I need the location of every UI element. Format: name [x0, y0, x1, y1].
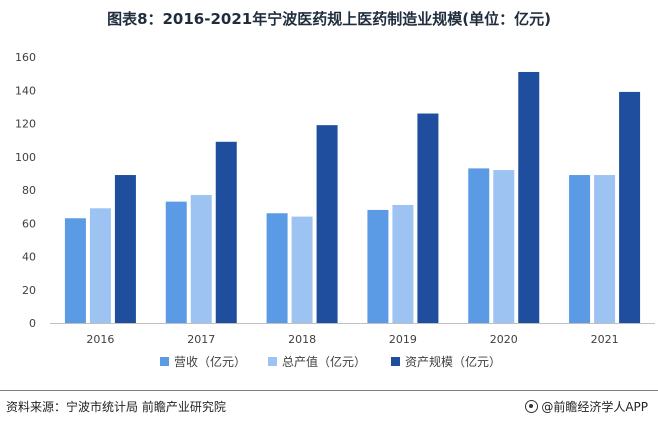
source-note: 资料来源：宁波市统计局 前瞻产业研究院 [6, 400, 226, 414]
bar-assets-2018 [316, 125, 338, 323]
bar-output-2020 [493, 170, 515, 323]
legend-swatch-revenue [160, 357, 169, 366]
y-tick-label: 80 [22, 184, 36, 197]
bar-revenue-2019 [367, 209, 389, 323]
y-tick-label: 140 [15, 84, 36, 97]
legend-swatch-output [268, 357, 277, 366]
bar-output-2018 [291, 216, 313, 323]
x-tick-label: 2021 [591, 333, 619, 346]
bar-output-2019 [392, 204, 414, 323]
x-tick-label: 2020 [490, 333, 518, 346]
bar-revenue-2016 [64, 218, 86, 323]
y-tick-label: 20 [22, 284, 36, 297]
bar-revenue-2017 [165, 201, 187, 323]
bar-assets-2021 [619, 91, 641, 323]
brand-label: @前瞻经济学人APP [541, 400, 648, 414]
y-tick-label: 40 [22, 251, 36, 264]
brand-logo-icon [525, 400, 539, 413]
legend-label-assets: 资产规模（亿元） [405, 354, 501, 369]
legend-label-output: 总产值（亿元） [282, 354, 366, 369]
bar-revenue-2018 [266, 213, 288, 323]
y-tick-label: 160 [15, 51, 36, 64]
chart-title: 图表8：2016-2021年宁波医药规上医药制造业规模(单位：亿元) [107, 10, 551, 28]
y-tick-label: 0 [29, 317, 36, 330]
legend-label-revenue: 营收（亿元） [174, 354, 246, 369]
footer-divider [0, 390, 658, 391]
bar-chart: 0 20 40 60 80 100 120 140 160 2016 2017 2018 2019 202… [15, 51, 655, 369]
y-tick-label: 100 [15, 151, 36, 164]
brand-attribution: @前瞻经济学人APP [525, 398, 648, 415]
bar-output-2017 [190, 194, 212, 323]
bar-revenue-2020 [468, 168, 490, 323]
x-tick-label: 2016 [86, 333, 114, 346]
bar-revenue-2021 [569, 175, 591, 323]
bar-output-2016 [89, 208, 111, 323]
bar-assets-2020 [518, 71, 540, 324]
bar-output-2021 [594, 175, 616, 323]
y-tick-label: 60 [22, 217, 36, 230]
bar-assets-2016 [114, 175, 136, 323]
bar-assets-2019 [417, 113, 439, 324]
x-tick-label: 2019 [389, 333, 417, 346]
x-tick-label: 2017 [187, 333, 215, 346]
legend-swatch-assets [391, 357, 400, 366]
bar-assets-2017 [215, 141, 237, 323]
y-tick-label: 120 [15, 118, 36, 131]
x-tick-label: 2018 [288, 333, 316, 346]
